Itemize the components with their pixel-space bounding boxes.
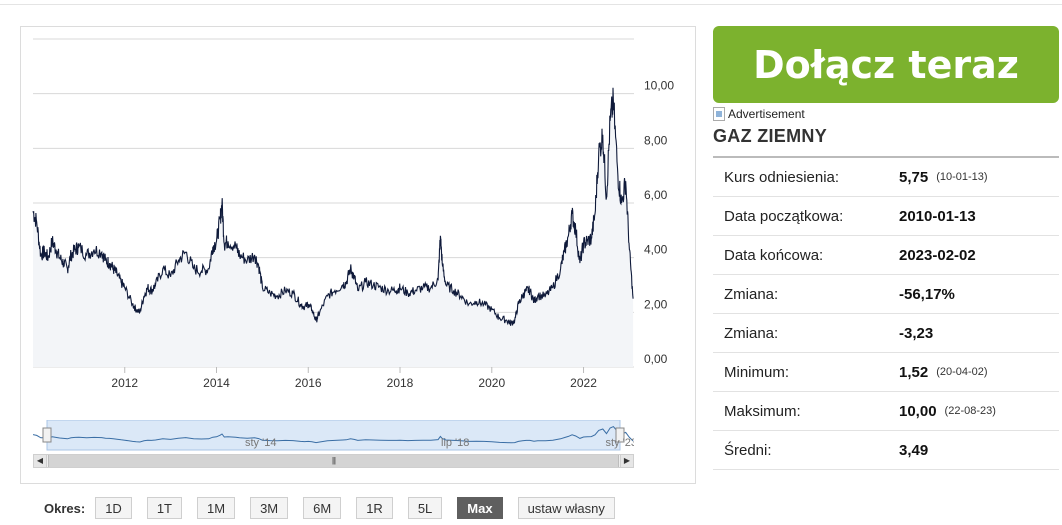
price-chart-panel[interactable]: 0,00 2,00 4,00 6,00 8,00 10,00 2012 2014 2016 201…: [20, 26, 696, 484]
price-series-line[interactable]: [32, 87, 634, 326]
chart-navigator[interactable]: sty '14 lip '18 sty '23: [33, 420, 634, 452]
stat-value: 2023-02-02: [899, 246, 976, 264]
stat-row-maximum: Maksimum: 10,00 (22-08-23): [713, 392, 1059, 431]
stat-label: Średni:: [724, 441, 772, 459]
x-tick-label: 2022: [570, 376, 597, 390]
stat-value: 10,00: [899, 402, 937, 420]
stat-row-reference-rate: Kurs odniesienia: 5,75 (10-01-13): [713, 158, 1059, 197]
navigator-left-handle[interactable]: [42, 427, 52, 443]
stats-table: Kurs odniesienia: 5,75 (10-01-13) Data p…: [713, 156, 1059, 470]
stat-date: (22-08-23): [944, 405, 996, 417]
stat-value: 2010-01-13: [899, 207, 976, 225]
navigator-label: sty '14: [245, 437, 276, 449]
period-button-1t[interactable]: 1T: [146, 497, 182, 519]
period-button-custom[interactable]: ustaw własny: [517, 497, 615, 519]
navigator-label: sty '23: [606, 437, 634, 449]
advertisement-placeholder[interactable]: Advertisement: [713, 106, 805, 122]
y-tick-label: 4,00: [644, 243, 668, 257]
navigator-mini-chart[interactable]: sty '14 lip '18 sty '23: [33, 420, 634, 452]
stat-row-end-date: Data końcowa: 2023-02-02: [713, 236, 1059, 275]
period-label: Okres:: [44, 500, 86, 516]
stat-label: Minimum:: [724, 363, 790, 381]
stat-row-average: Średni: 3,49: [713, 431, 1059, 470]
stat-row-change-absolute: Zmiana: -3,23: [713, 314, 1059, 353]
stat-row-start-date: Data początkowa: 2010-01-13: [713, 197, 1059, 236]
stat-date: (10-01-13): [936, 171, 988, 183]
y-tick-label: 10,00: [644, 79, 674, 93]
price-area-fill: [33, 87, 634, 368]
y-tick-label: 2,00: [644, 297, 668, 311]
chart-scrollbar[interactable]: ◀ ||| ▶: [33, 454, 634, 468]
stat-label: Zmiana:: [724, 324, 779, 342]
stat-label: Data końcowa:: [724, 246, 824, 264]
advertisement-text: Advertisement: [728, 107, 805, 121]
stat-label: Maksimum:: [724, 402, 801, 420]
stat-date: (20-04-02): [936, 366, 988, 378]
price-line-chart[interactable]: 0,00 2,00 4,00 6,00 8,00 10,00 2012 2014 2016 201…: [21, 27, 697, 417]
navigator-right-handle[interactable]: [615, 427, 625, 443]
scrollbar-thumb[interactable]: |||: [48, 455, 619, 467]
y-tick-label: 6,00: [644, 188, 668, 202]
scroll-left-arrow-icon[interactable]: ◀: [34, 455, 47, 467]
scroll-right-arrow-icon[interactable]: ▶: [620, 455, 633, 467]
stat-row-minimum: Minimum: 1,52 (20-04-02): [713, 353, 1059, 392]
broken-image-icon: [713, 107, 725, 121]
stat-label: Data początkowa:: [724, 207, 844, 225]
y-tick-label: 8,00: [644, 133, 668, 147]
x-tick-label: 2018: [387, 376, 414, 390]
join-now-button[interactable]: Dołącz teraz: [713, 26, 1059, 103]
navigator-label: lip '18: [441, 437, 469, 449]
period-button-1r[interactable]: 1R: [356, 497, 393, 519]
stat-row-change-percent: Zmiana: -56,17%: [713, 275, 1059, 314]
instrument-title: GAZ ZIEMNY: [713, 126, 827, 146]
x-tick-label: 2016: [295, 376, 322, 390]
stat-value: -3,23: [899, 324, 934, 342]
stat-value: 5,75: [899, 168, 929, 186]
top-divider: [0, 4, 1062, 5]
stat-value: -56,17%: [899, 285, 955, 303]
period-button-5l[interactable]: 5L: [407, 497, 443, 519]
period-button-max[interactable]: Max: [457, 497, 503, 519]
period-selector: Okres: 1D 1T 1M 3M 6M 1R 5L Max ustaw wł…: [44, 496, 615, 520]
period-button-6m[interactable]: 6M: [303, 497, 342, 519]
x-tick-label: 2012: [111, 376, 138, 390]
y-tick-label: 0,00: [644, 352, 668, 366]
stat-label: Kurs odniesienia:: [724, 168, 840, 186]
navigator-series-line: [33, 425, 634, 444]
stat-value: 1,52: [899, 363, 929, 381]
period-button-3m[interactable]: 3M: [250, 497, 289, 519]
stat-label: Zmiana:: [724, 285, 779, 303]
period-button-1m[interactable]: 1M: [197, 497, 236, 519]
navigator-selection[interactable]: [46, 420, 621, 451]
x-tick-label: 2014: [203, 376, 230, 390]
x-tick-label: 2020: [478, 376, 505, 390]
stat-value: 3,49: [899, 441, 929, 459]
period-button-1d[interactable]: 1D: [95, 497, 132, 519]
